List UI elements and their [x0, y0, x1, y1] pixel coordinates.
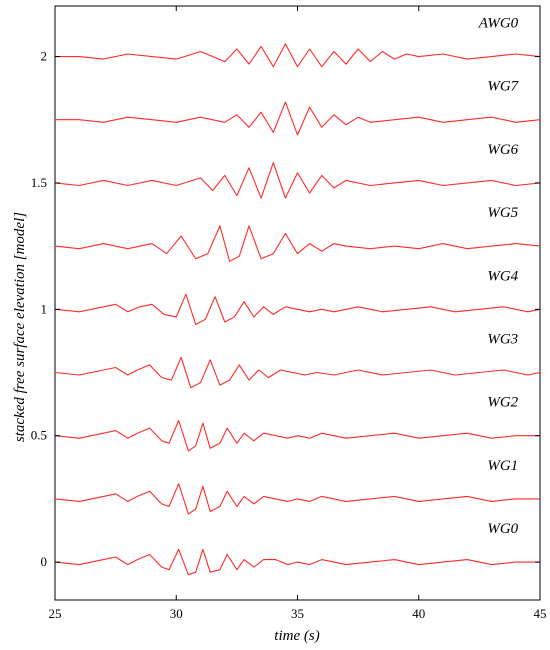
- series-label-wg6: WG6: [487, 142, 518, 158]
- plot-frame: [54, 5, 541, 601]
- y-axis-ticks: 0 0.5 1 1.5 2: [31, 49, 540, 569]
- series-label-wg0: WG0: [487, 521, 518, 537]
- y-tick-label: 1.5: [31, 175, 47, 190]
- series-label-wg1: WG1: [487, 458, 518, 474]
- x-tick-label: 45: [534, 606, 547, 621]
- series-labels: WG0 WG1 WG2 WG3 WG4 WG5 WG6 WG7 AWG0: [478, 15, 520, 537]
- series-label-wg4: WG4: [487, 268, 518, 284]
- y-axis-label: stacked free surface elevation [model]: [12, 212, 28, 442]
- series-line-wg0: [54, 548, 540, 576]
- series-line-wg4: [54, 293, 541, 326]
- x-tick-label: 30: [170, 606, 183, 621]
- x-tick-label: 35: [291, 606, 304, 621]
- series-label-wg5: WG5: [487, 205, 518, 221]
- series-line-wg1: [54, 483, 540, 515]
- series-line-awg0: [55, 43, 541, 68]
- series-line-wg3: [54, 356, 541, 389]
- plot-border: [54, 5, 541, 601]
- series-traces: [54, 43, 541, 576]
- series-label-awg0: AWG0: [478, 15, 519, 31]
- y-tick-label: 0.5: [31, 428, 47, 443]
- series-label-wg2: WG2: [487, 395, 518, 411]
- series-line-wg5: [54, 225, 541, 262]
- series-label-wg3: WG3: [487, 331, 518, 347]
- series-label-wg7: WG7: [487, 79, 519, 95]
- x-tick-label: 25: [49, 606, 62, 621]
- x-axis-label: time (s): [274, 628, 319, 644]
- x-axis-ticks: 25 30 35 40 45: [49, 6, 547, 621]
- y-tick-label: 2: [41, 49, 48, 64]
- x-tick-label: 40: [412, 606, 425, 621]
- series-line-wg2: [54, 419, 540, 452]
- series-line-wg7: [55, 101, 541, 136]
- series-line-wg6: [54, 162, 541, 199]
- y-tick-label: 1: [41, 301, 48, 316]
- y-tick-label: 0: [41, 554, 48, 569]
